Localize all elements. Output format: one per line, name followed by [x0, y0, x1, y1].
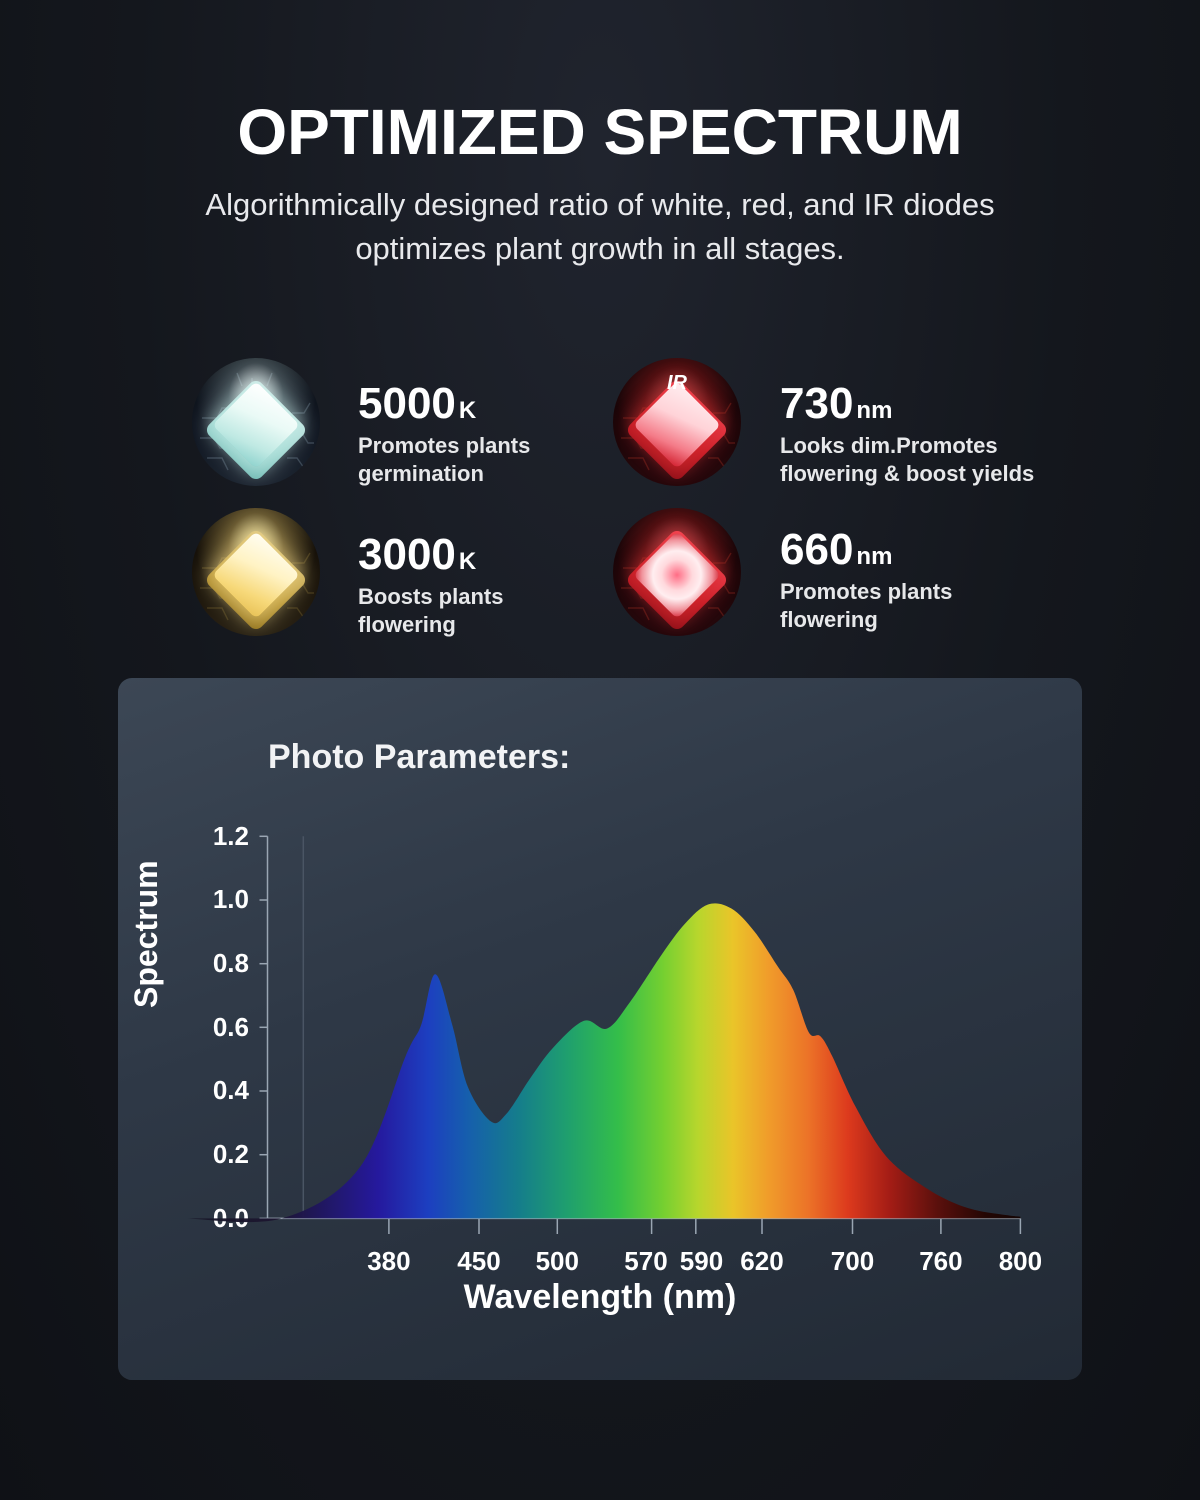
svg-text:590: 590 [680, 1246, 723, 1276]
svg-text:1.0: 1.0 [213, 884, 249, 914]
svg-text:0.8: 0.8 [213, 948, 249, 978]
svg-text:0.0: 0.0 [213, 1203, 249, 1233]
svg-text:0.4: 0.4 [213, 1075, 250, 1105]
svg-text:800: 800 [999, 1246, 1042, 1276]
svg-text:450: 450 [457, 1246, 500, 1276]
svg-text:0.2: 0.2 [213, 1139, 249, 1169]
svg-text:1.2: 1.2 [213, 821, 249, 851]
svg-text:380: 380 [367, 1246, 410, 1276]
svg-text:620: 620 [740, 1246, 783, 1276]
svg-text:700: 700 [831, 1246, 874, 1276]
svg-text:0.6: 0.6 [213, 1012, 249, 1042]
svg-text:500: 500 [536, 1246, 579, 1276]
svg-text:570: 570 [624, 1246, 667, 1276]
svg-text:760: 760 [919, 1246, 962, 1276]
